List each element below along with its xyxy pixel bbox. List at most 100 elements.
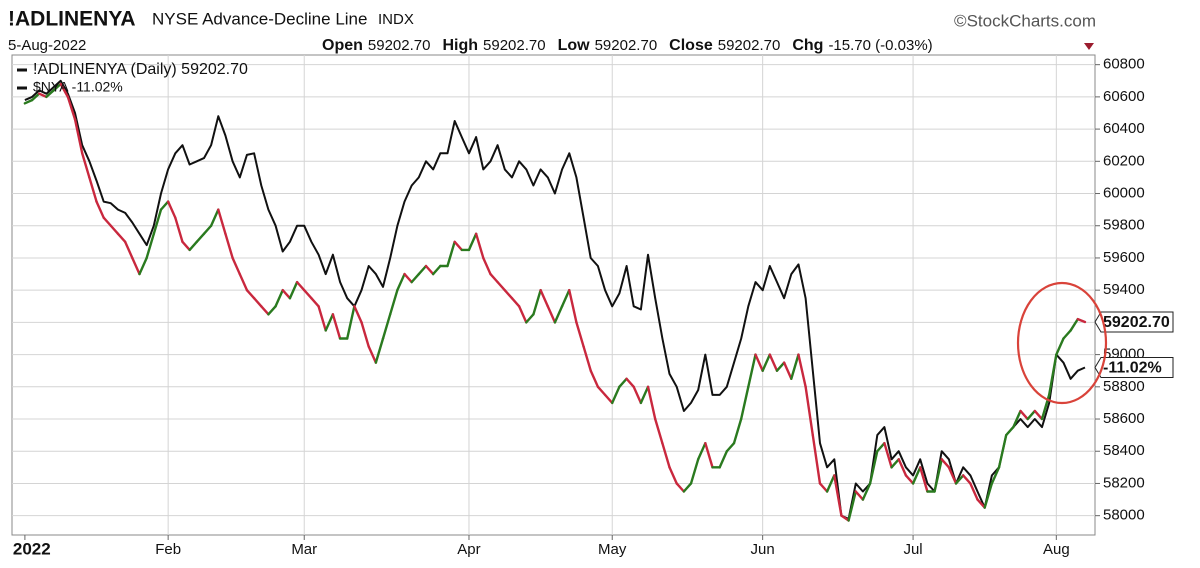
line-segment (876, 441, 886, 453)
line-segment (582, 345, 592, 372)
line-segment (367, 345, 378, 364)
y-tick-label: 59600 (1103, 249, 1145, 266)
line-segment (188, 240, 198, 252)
line-segment (732, 417, 743, 445)
y-tick-label: 60000 (1103, 184, 1145, 201)
y-tick-label: 58200 (1103, 474, 1145, 491)
line-segment (890, 458, 900, 469)
line-segment (231, 256, 241, 276)
line-segment (775, 361, 786, 372)
y-tick-label: 60600 (1103, 88, 1145, 105)
line-segment (410, 272, 421, 284)
line-segment (353, 305, 363, 324)
line-segment (482, 256, 492, 276)
line-segment (331, 313, 342, 340)
line-segment (166, 200, 177, 219)
quote-value: -15.70 (-0.03%) (828, 37, 932, 54)
y-tick-label: 58000 (1103, 507, 1145, 524)
line-segment (868, 450, 879, 485)
x-tick-label: Jun (751, 541, 775, 558)
line-segment (73, 118, 84, 155)
line-segment (1026, 409, 1037, 421)
line-segment (503, 288, 514, 300)
line-segment (102, 216, 113, 227)
line-segment (310, 297, 320, 308)
line-segment (790, 353, 800, 380)
line-segment (596, 385, 607, 397)
down-arrow (1084, 43, 1094, 50)
line-segment (654, 417, 664, 445)
line-segment (424, 264, 435, 276)
line-segment (23, 98, 34, 105)
line-segment (317, 305, 327, 332)
line-segment (238, 272, 249, 292)
line-segment (539, 288, 549, 308)
line-segment (575, 321, 585, 348)
line-segment (281, 288, 292, 300)
line-segment (933, 458, 943, 493)
grid (12, 55, 1100, 540)
quote-value: 59202.70 (483, 37, 546, 54)
line-segment (195, 232, 206, 244)
line-segment (818, 482, 829, 493)
line-segment (768, 353, 779, 372)
line-segment (646, 385, 657, 421)
line-segment (625, 377, 635, 389)
line-segment (303, 288, 313, 300)
line-segment (1019, 409, 1029, 421)
legend: !ADLINENYA (Daily) 59202.70$NYA -11.02% (17, 61, 248, 95)
line-segment (696, 441, 707, 461)
line-segment (911, 466, 922, 485)
line-segment (718, 450, 729, 469)
line-segment (510, 297, 521, 308)
line-segment (1062, 329, 1072, 340)
line (24, 79, 1086, 520)
end-label: 59202.70 (1103, 314, 1170, 331)
chart-title: !ADLINENYA (8, 8, 136, 31)
line-segment (30, 92, 41, 102)
line-segment (825, 474, 836, 493)
x-tick-label: Mar (291, 541, 317, 558)
line-segment (209, 208, 220, 227)
end-label: -11.02% (1103, 360, 1162, 377)
line-segment (360, 321, 370, 348)
line-segment (553, 305, 564, 324)
line-segment (95, 200, 105, 219)
line-segment (532, 288, 542, 316)
line-segment (66, 95, 77, 121)
line-segment (525, 313, 535, 324)
source: ©StockCharts.com (954, 11, 1096, 30)
line-segment (833, 474, 843, 517)
line-segment (174, 216, 184, 244)
line-segment (1076, 317, 1087, 324)
quote-label: Chg (792, 37, 823, 54)
exchange: INDX (378, 11, 414, 28)
line-segment (704, 441, 714, 469)
lines (23, 79, 1087, 522)
line-segment (1033, 409, 1044, 421)
line-segment (181, 240, 191, 252)
line-segment (1069, 317, 1080, 332)
quote-label: Close (669, 37, 713, 54)
line-segment (840, 514, 850, 522)
y-tick-label: 59400 (1103, 281, 1145, 298)
line-segment (80, 152, 91, 179)
line-segment (897, 458, 908, 477)
line-segment (88, 176, 98, 203)
axis-labels: 5800058200584005860058800590005920059400… (13, 56, 1174, 558)
quote-value: 59202.70 (718, 37, 781, 54)
line-segment (1004, 425, 1015, 437)
x-tick-label: Feb (155, 541, 181, 558)
y-tick-label: 60200 (1103, 152, 1145, 169)
line-segment (152, 208, 163, 235)
line-segment (217, 208, 227, 235)
line-segment (689, 458, 700, 485)
line-segment (639, 385, 650, 405)
line-segment (754, 353, 764, 372)
line-segment (668, 466, 678, 485)
line-segment (883, 441, 893, 469)
line-segment (260, 305, 270, 316)
line-segment (403, 272, 413, 284)
line-segment (123, 240, 134, 260)
